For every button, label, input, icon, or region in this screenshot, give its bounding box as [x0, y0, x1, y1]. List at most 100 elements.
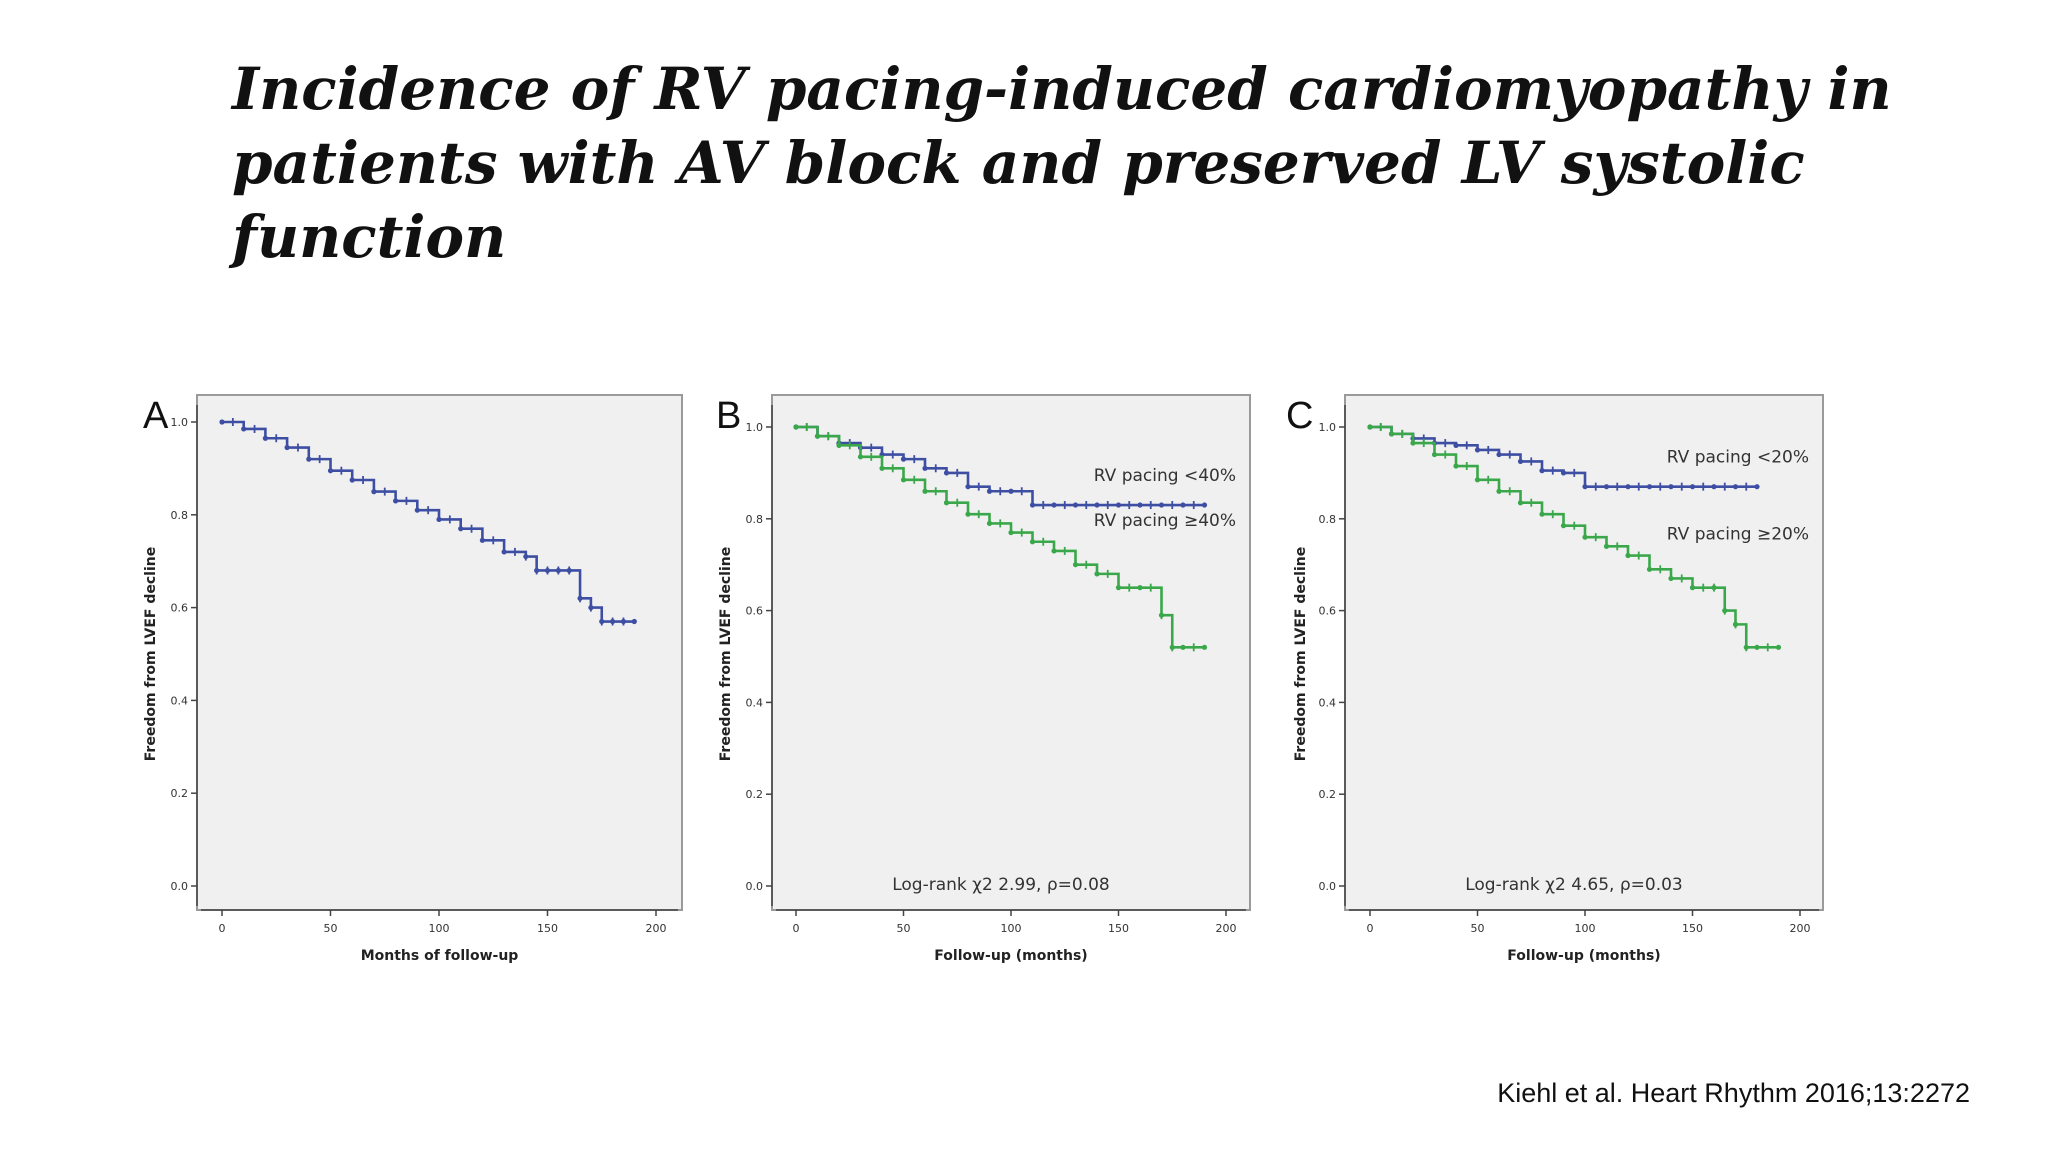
chart-a-series-1-point	[371, 489, 377, 495]
chart-c-panel-letter: C	[1286, 395, 1313, 437]
chart-b-series-1-point	[900, 456, 907, 462]
chart-c-series-2-point	[1388, 431, 1395, 437]
chart-b: 0.0 0.2 0.4 0.6 0.8 1.0 0 50 100 150 200 Follow-up …	[716, 394, 1251, 964]
chart-a-series-1-point	[414, 507, 420, 513]
chart-c-series-2-point	[1646, 566, 1653, 572]
citation: Kiehl et al. Heart Rhythm 2016;13:2272	[1497, 1078, 1970, 1108]
chart-b-series-1-point	[1094, 502, 1100, 508]
chart-b-x-tick-label: 0	[793, 922, 800, 935]
chart-b-series-2-point	[1051, 548, 1057, 554]
chart-b-plot-area	[771, 394, 1251, 911]
chart-c-series-1-point	[1689, 484, 1696, 490]
chart-b-series-2-point	[1072, 562, 1079, 568]
chart-a-y-axis-title: Freedom from LVEF decline	[143, 547, 159, 761]
chart-c-log-rank-annotation: Log-rank χ2 4.65, ρ=0.03	[1465, 875, 1683, 895]
chart-a-x-tick-label: 100	[429, 922, 450, 935]
chart-c-series-1-point	[1582, 484, 1588, 490]
chart-a-series-1-point	[327, 468, 334, 474]
chart-c-series-2-point	[1539, 511, 1545, 517]
chart-b-series-1-point	[1158, 502, 1165, 508]
chart-b-series-2-point	[836, 442, 842, 448]
chart-c-series-1-point	[1474, 447, 1481, 453]
chart-a-series-1-point	[219, 419, 225, 425]
chart-b-series-2-point	[1115, 585, 1122, 591]
chart-a-series-1-point	[241, 426, 247, 432]
chart-a-y-tick-label: 0.6	[171, 602, 189, 615]
chart-b-series-2-point	[1169, 644, 1175, 650]
chart-c-y-tick-label: 0.8	[1319, 513, 1337, 526]
chart-a-y-tick-label: 0.2	[171, 787, 189, 800]
chart-c-series-2-point	[1496, 488, 1502, 494]
chart-c-x-tick-label: 0	[1367, 922, 1374, 935]
chart-b-series-2-point	[1180, 644, 1186, 650]
chart-c-series-2-point	[1410, 440, 1416, 446]
chart-a-y-tick-label: 0.0	[171, 880, 189, 893]
chart-c-series-1-point	[1517, 458, 1524, 465]
chart-c-y-axis-title: Freedom from LVEF decline	[1293, 547, 1309, 761]
chart-c-series-2-label: RV pacing ≥20%	[1667, 525, 1809, 545]
chart-b-series-1-point	[986, 488, 993, 494]
chart-c-series-2-point	[1517, 500, 1524, 506]
chart-b-series-1-label: RV pacing <40%	[1094, 466, 1236, 486]
chart-a-x-axis-title: Months of follow-up	[361, 948, 519, 964]
chart-c-y-tick-label: 1.0	[1319, 421, 1337, 434]
chart-b-y-tick-label: 0.4	[746, 696, 764, 709]
chart-a-series-1-point	[306, 456, 312, 462]
chart-b-series-1-point	[965, 484, 971, 490]
chart-b-series-2-point	[857, 454, 864, 460]
title-line-2: patients with AV block and preserved LV …	[232, 129, 1805, 197]
chart-b-series-2-point	[965, 511, 971, 517]
chart-b-series-2-point	[922, 488, 928, 494]
chart-c-y-tick-label: 0.0	[1319, 880, 1337, 893]
chart-b-series-2-point	[1094, 571, 1100, 577]
chart-c-y-tick-label: 0.2	[1319, 788, 1337, 801]
chart-b-y-tick-label: 1.0	[746, 421, 764, 434]
chart-b-series-2-point	[1201, 644, 1208, 650]
chart-c-y-tick-label: 0.6	[1319, 605, 1337, 618]
chart-c-series-2-point	[1367, 424, 1373, 430]
chart-a-series-1-point	[349, 477, 355, 483]
slide-title: Incidence of RV pacing-induced cardiomyo…	[232, 52, 1932, 274]
title-line-1: Incidence of RV pacing-induced cardiomyo…	[232, 55, 1892, 123]
chart-a-x-tick-label: 150	[537, 922, 558, 935]
chart-b-y-tick-label: 0.8	[746, 513, 764, 526]
chart-c-y-tick-label: 0.4	[1319, 696, 1337, 709]
chart-a-series-1-point	[631, 618, 637, 625]
chart-c-series-2-point	[1732, 621, 1739, 627]
chart-b-series-2-point	[814, 433, 821, 439]
chart-b-series-1-point	[1115, 502, 1122, 508]
chart-a-y-tick-label: 0.8	[171, 509, 189, 522]
chart-a-series-1-point	[393, 498, 399, 504]
chart-c-series-2-point	[1453, 463, 1459, 469]
chart-c-series-2-point	[1603, 543, 1610, 549]
chart-a: 0.0 0.2 0.4 0.6 0.8 1.0 0 50 100 150 200 Months of …	[143, 394, 683, 964]
chart-c-series-2-point	[1431, 451, 1438, 458]
chart-b-series-2-point	[986, 520, 993, 526]
chart-c-x-tick-label: 200	[1790, 922, 1811, 935]
chart-c-series-2-point	[1711, 585, 1717, 591]
chart-c-x-axis-title: Follow-up (months)	[1507, 948, 1660, 964]
chart-b-y-tick-label: 0.0	[746, 880, 764, 893]
chart-c-series-1-point	[1646, 484, 1653, 490]
chart-a-series-1-point	[479, 537, 485, 543]
chart-c-series-2-point	[1668, 575, 1674, 582]
chart-b-series-1-point	[922, 465, 928, 471]
chart-a-series-1-point	[284, 444, 290, 451]
chart-a-series-1-point	[523, 553, 529, 560]
chart-a-series-1-point	[555, 567, 561, 574]
chart-a-series-1-point	[262, 435, 268, 441]
chart-b-series-1-point	[1137, 502, 1143, 508]
chart-a-x-tick-label: 200	[646, 922, 667, 935]
chart-b-series-2-point	[1008, 529, 1014, 536]
chart-c-series-2-point	[1722, 608, 1728, 614]
chart-c-series-1-point	[1668, 484, 1674, 490]
chart-a-y-tick-label: 1.0	[171, 416, 189, 429]
chart-a-series-1-point	[566, 567, 572, 574]
chart-b-series-2-point	[1029, 539, 1036, 545]
chart-b-series-2-label: RV pacing ≥40%	[1094, 511, 1236, 531]
chart-c-series-1-point	[1732, 484, 1739, 490]
chart-c-series-2-point	[1474, 477, 1481, 483]
chart-c-x-tick-label: 50	[1471, 922, 1485, 935]
chart-b-series-1-point	[1029, 502, 1036, 508]
